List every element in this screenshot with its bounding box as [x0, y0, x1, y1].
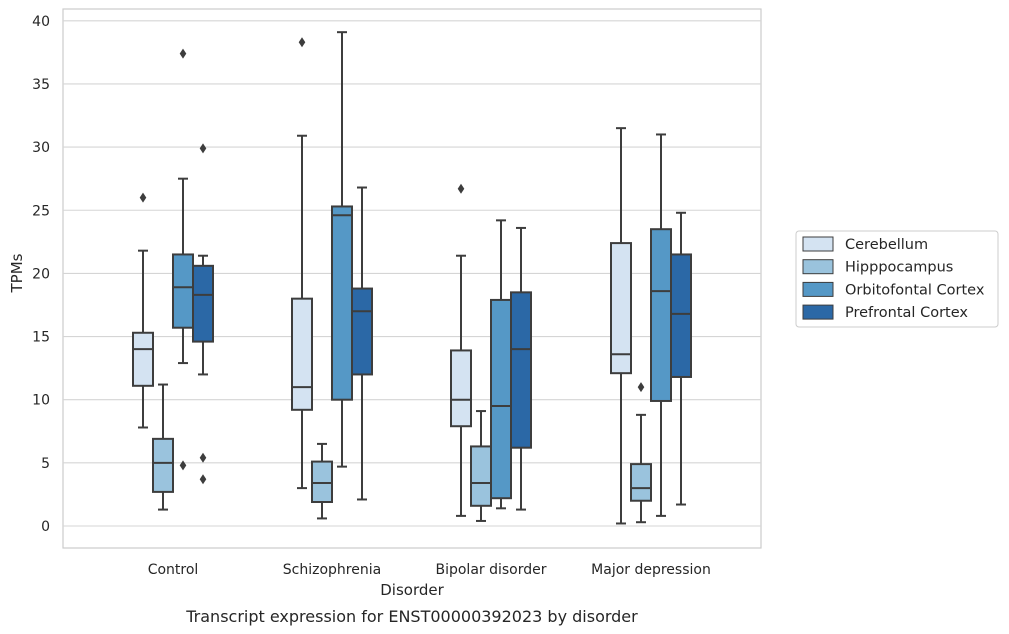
legend-label: Prefrontal Cortex: [845, 305, 968, 321]
box: [450, 349, 472, 428]
box: [650, 228, 672, 402]
legend-label: Cerebellum: [845, 237, 928, 253]
outlier-point: [298, 37, 306, 48]
box-group: [610, 127, 632, 525]
y-tick-label: 15: [32, 330, 50, 346]
x-tick-label: Bipolar disorder: [435, 562, 546, 578]
x-tick-labels: Control Schizophrenia Bipolar disorder Majo…: [148, 562, 711, 578]
grid-lines: [63, 20, 761, 527]
legend-frame: [795, 230, 999, 328]
y-tick-labels: 0 5 10 15 20 25 30 35 40: [32, 14, 50, 535]
box-group: [630, 382, 652, 524]
x-tick-label: Schizophrenia: [283, 562, 381, 578]
box: [192, 264, 214, 343]
box: [331, 205, 353, 401]
y-tick-label: 20: [32, 266, 50, 282]
legend-label: Orbitofontal Cortex: [845, 282, 985, 298]
legend-swatch: [802, 259, 834, 275]
box-group: [450, 183, 472, 517]
outlier-point: [457, 183, 465, 194]
legend-swatch: [802, 281, 834, 297]
outlier-point: [139, 192, 147, 203]
x-tick-label: Major depression: [591, 562, 711, 578]
box-group: [152, 383, 174, 511]
box-group: [192, 143, 214, 485]
box: [172, 253, 194, 329]
y-axis-label: TPMs: [8, 253, 26, 293]
box: [510, 291, 532, 449]
y-tick-label: 30: [32, 140, 50, 156]
box-group: [670, 211, 692, 506]
outlier-point: [179, 48, 187, 59]
legend-swatch: [802, 304, 834, 320]
box-group: [510, 226, 532, 511]
outlier-point: [199, 452, 207, 463]
box-group: [132, 192, 154, 429]
box: [630, 463, 652, 502]
chart-caption: Transcript expression for ENST0000039202…: [185, 607, 638, 626]
y-tick-label: 0: [41, 519, 50, 535]
y-tick-label: 25: [32, 203, 50, 219]
box: [470, 445, 492, 507]
box-group: [291, 37, 313, 490]
legend-swatch: [802, 236, 834, 252]
y-tick-label: 10: [32, 393, 50, 409]
legend-items: Cerebellum Hipppocampus Orbitofontal Corte…: [802, 236, 985, 321]
box: [132, 331, 154, 387]
x-tick-label: Control: [148, 562, 199, 578]
outlier-point: [199, 474, 207, 485]
outlier-point: [637, 382, 645, 393]
box: [152, 437, 174, 493]
legend: Cerebellum Hipppocampus Orbitofontal Corte…: [795, 230, 999, 328]
legend-label: Hipppocampus: [845, 260, 953, 276]
box: [670, 253, 692, 378]
boxes-layer: [132, 31, 692, 525]
y-tick-label: 5: [41, 456, 50, 472]
box: [610, 242, 632, 375]
box: [490, 298, 512, 500]
box: [291, 297, 313, 411]
outlier-point: [199, 143, 207, 154]
box-group: [351, 186, 373, 501]
y-tick-label: 40: [32, 14, 50, 30]
box: [311, 460, 333, 504]
y-tick-label: 35: [32, 77, 50, 93]
box-group: [311, 442, 333, 520]
outlier-point: [179, 460, 187, 471]
box: [351, 287, 373, 376]
x-axis-label: Disorder: [380, 581, 444, 599]
